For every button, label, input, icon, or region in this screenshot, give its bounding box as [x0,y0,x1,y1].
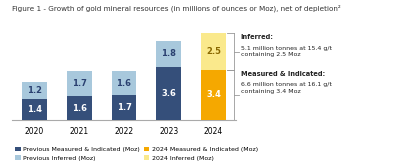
Text: 1.4: 1.4 [27,105,42,114]
Text: 1.7: 1.7 [116,103,132,112]
Text: 3.4: 3.4 [206,90,221,99]
Bar [156,41,181,67]
Text: 2.5: 2.5 [206,47,221,56]
Text: Measured & Indicated:: Measured & Indicated: [241,71,325,77]
Bar [67,96,92,120]
Bar [201,33,226,70]
Text: Inferred:: Inferred: [241,34,274,40]
Bar [22,82,47,99]
Bar [67,72,92,96]
Text: 1.6: 1.6 [72,103,87,113]
Text: 6.6 million tonnes at 16.1 g/t
containing 3.4 Moz: 6.6 million tonnes at 16.1 g/t containin… [241,82,332,94]
Text: 1.8: 1.8 [161,49,176,58]
Text: 1.7: 1.7 [72,79,87,88]
Text: Figure 1 - Growth of gold mineral resources (in millions of ounces or Moz), net : Figure 1 - Growth of gold mineral resour… [12,5,341,12]
Legend: Previous Measured & Indicated (Moz), Previous Inferred (Moz), 2024 Measured & In: Previous Measured & Indicated (Moz), Pre… [15,147,258,161]
Bar [112,95,136,120]
Text: 1.2: 1.2 [27,86,42,95]
Text: 5.1 million tonnes at 15.4 g/t
containing 2.5 Moz: 5.1 million tonnes at 15.4 g/t containin… [241,46,332,57]
Bar [112,72,136,95]
Bar [201,70,226,120]
Bar [22,99,47,120]
Bar [156,67,181,120]
Text: 1.6: 1.6 [116,79,132,88]
Text: 3.6: 3.6 [161,89,176,98]
